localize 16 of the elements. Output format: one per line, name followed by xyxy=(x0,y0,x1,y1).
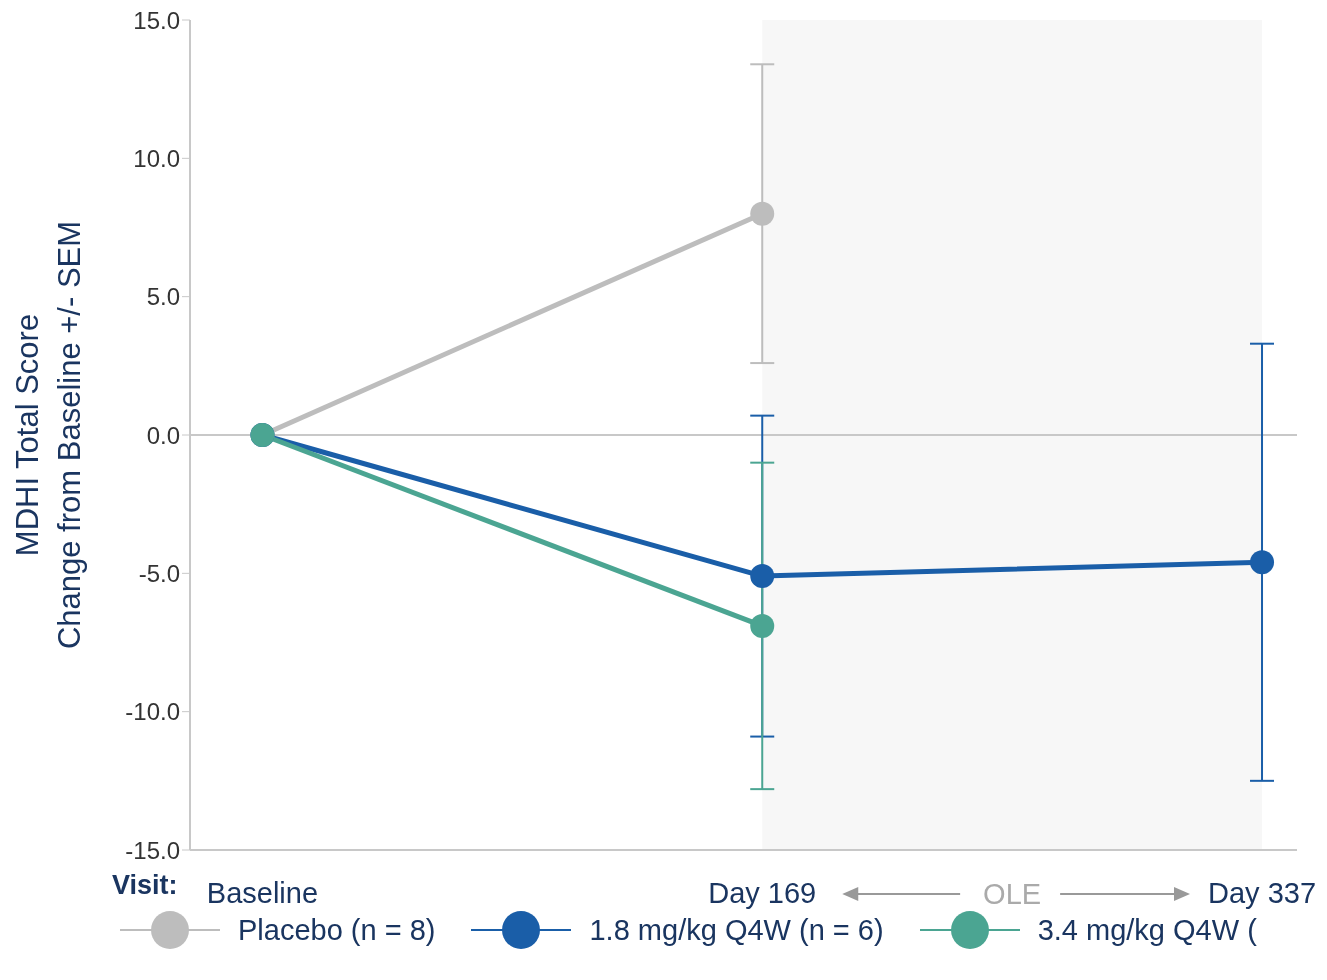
y-tick-label: 0.0 xyxy=(146,421,180,449)
y-tick-label: -5.0 xyxy=(138,559,180,587)
x-axis-title: Visit: xyxy=(112,870,178,900)
x-tick-label: Baseline xyxy=(206,876,319,909)
y-tick-label: 5.0 xyxy=(146,283,180,311)
legend-label: 1.8 mg/kg Q4W (n = 6) xyxy=(589,913,884,947)
band-label: OLE xyxy=(983,878,1042,910)
legend-label: 3.4 mg/kg Q4W ( xyxy=(1037,913,1257,947)
x-tick-label: Day 337 xyxy=(1208,876,1317,909)
x-tick-label: Day 169 xyxy=(708,876,817,909)
legend-label: Placebo (n = 8) xyxy=(238,913,436,947)
y-axis-title: MDHI Total Score Change from Baseline +/- SEM xyxy=(10,220,87,650)
y-tick-label: 10.0 xyxy=(133,144,180,172)
y-tick-label: -10.0 xyxy=(125,698,180,726)
y-tick-label: -15.0 xyxy=(125,836,180,864)
y-tick-label: 15.0 xyxy=(133,6,180,34)
